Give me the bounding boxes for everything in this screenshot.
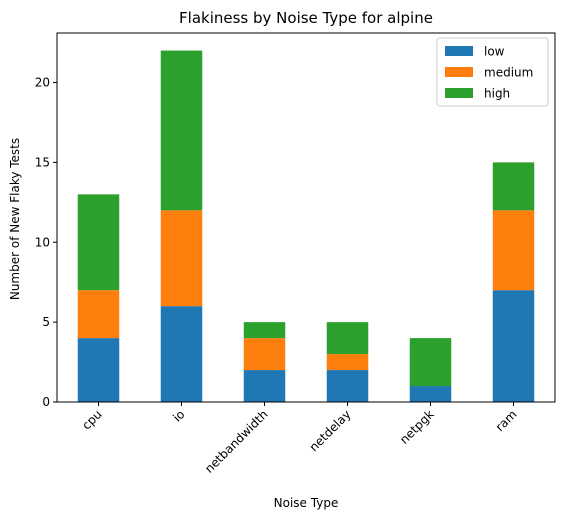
bar-medium-ram	[492, 210, 535, 291]
bar-medium-netbandwidth	[243, 338, 286, 371]
bar-high-netdelay	[326, 322, 369, 355]
x-tick-label-io: io	[170, 407, 187, 424]
bar-low-ram	[492, 290, 535, 402]
x-tick-label-ram: ram	[493, 407, 520, 434]
bar-low-netbandwidth	[243, 370, 286, 402]
bar-low-io	[160, 306, 203, 402]
bar-high-netpgk	[409, 338, 452, 387]
plot-area	[77, 50, 535, 402]
legend-swatch-low	[445, 46, 473, 56]
legend-swatch-medium	[445, 67, 473, 77]
y-tick-label: 10	[35, 235, 50, 249]
y-tick-label: 15	[35, 155, 50, 169]
bar-high-io	[160, 50, 203, 211]
y-tick-label: 5	[42, 315, 50, 329]
bar-low-cpu	[77, 338, 120, 402]
legend-swatch-high	[445, 88, 473, 98]
x-tick-label-cpu: cpu	[79, 407, 104, 432]
chart-title: Flakiness by Noise Type for alpine	[179, 9, 433, 27]
x-tick-label-netdelay: netdelay	[307, 407, 354, 454]
y-tick-label: 20	[35, 76, 50, 90]
x-tick-label-netbandwidth: netbandwidth	[202, 407, 271, 476]
bar-high-netbandwidth	[243, 322, 286, 339]
bar-low-netdelay	[326, 370, 369, 402]
legend[interactable]: low medium high	[436, 37, 549, 107]
x-axis-label: Noise Type	[274, 496, 339, 510]
y-tick-label: 0	[42, 395, 50, 409]
legend-label-medium: medium	[484, 66, 533, 80]
bar-medium-io	[160, 210, 203, 307]
x-tick-label-netpgk: netpgk	[397, 407, 437, 447]
bar-high-cpu	[77, 194, 120, 291]
bar-medium-cpu	[77, 290, 120, 339]
bar-medium-netdelay	[326, 354, 369, 371]
y-axis-label: Number of New Flaky Tests	[8, 138, 22, 300]
legend-label-high: high	[484, 87, 510, 101]
legend-label-low: low	[484, 45, 505, 59]
axes-frame	[56, 32, 556, 403]
bar-low-netpgk	[409, 386, 452, 402]
bar-high-ram	[492, 162, 535, 211]
